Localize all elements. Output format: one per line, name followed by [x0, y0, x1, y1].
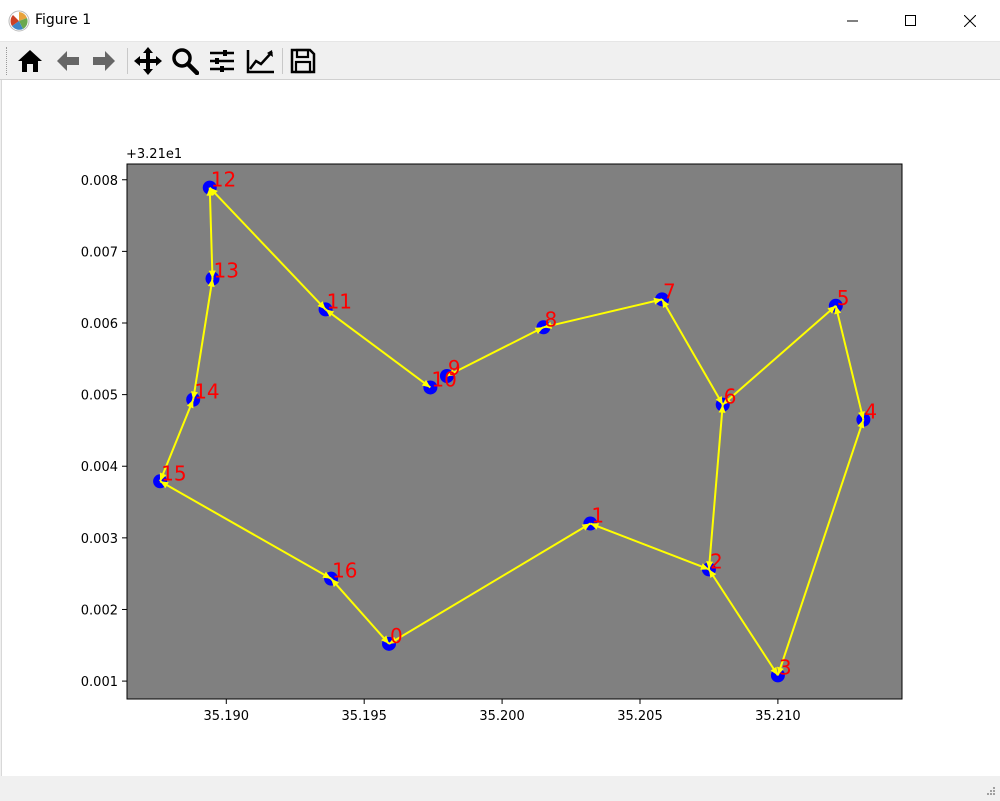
route-arrow-3-4: [776, 419, 865, 676]
point-label-4: 4: [864, 400, 877, 424]
point-label-14: 14: [194, 380, 219, 404]
y-axis: 0.001 0.002 0.003 0.004 0.005 0.006 0.007 0.008: [81, 174, 127, 690]
edit-axis-button[interactable]: [243, 44, 277, 78]
route-arrow-12-13: [206, 187, 216, 279]
route-arrow-13-14: [190, 278, 215, 400]
plot-svg: +3.21e1 35.190 35.195 35.200 35.205 35.210 0…: [81, 147, 903, 724]
route-arrow-1-2: [589, 522, 710, 571]
arrows-layer: [159, 186, 865, 676]
point-label-8: 8: [544, 307, 557, 331]
point-label-15: 15: [161, 461, 186, 485]
point-label-7: 7: [663, 279, 676, 303]
x-tick-label: 35.195: [341, 709, 387, 724]
x-tick-label: 35.200: [479, 709, 525, 724]
minimize-button[interactable]: [824, 0, 882, 42]
point-label-11: 11: [327, 289, 352, 313]
y-offset-text: +3.21e1: [126, 147, 182, 162]
y-tick-label: 0.001: [81, 675, 118, 690]
point-label-1: 1: [591, 504, 604, 528]
minimize-icon: [847, 20, 858, 22]
title-bar: Figure 1: [0, 0, 1000, 42]
route-arrow-16-0: [330, 578, 390, 645]
y-tick-label: 0.007: [81, 245, 118, 260]
route-arrow-14-15: [159, 399, 195, 482]
x-tick-label: 35.190: [204, 709, 250, 724]
pan-button[interactable]: [131, 44, 165, 78]
route-arrow-11-12: [209, 186, 327, 311]
point-label-5: 5: [837, 286, 850, 310]
status-bar: [0, 776, 1000, 801]
point-label-13: 13: [213, 259, 238, 283]
route-arrow-8-9: [446, 326, 544, 377]
toolbar-grip[interactable]: [6, 47, 10, 75]
forward-button[interactable]: [87, 44, 121, 78]
close-button[interactable]: [941, 0, 999, 42]
configure-subplots-icon: [210, 50, 234, 72]
y-tick-label: 0.008: [81, 174, 118, 189]
route-arrow-2-3: [708, 568, 779, 676]
x-tick-label: 35.210: [755, 709, 801, 724]
forward-icon: [93, 51, 115, 71]
maximize-button[interactable]: [882, 0, 940, 42]
route-arrow-15-16: [159, 480, 332, 580]
zoom-icon: [172, 48, 199, 75]
save-button[interactable]: [286, 44, 320, 78]
y-tick-label: 0.002: [81, 603, 118, 618]
route-arrow-0-1: [388, 522, 591, 645]
navigation-toolbar: [0, 42, 1000, 80]
home-icon: [18, 50, 42, 72]
pan-icon: [134, 47, 162, 75]
point-label-6: 6: [724, 385, 737, 409]
axes-background: [126, 163, 903, 700]
home-button[interactable]: [13, 44, 47, 78]
route-arrow-7-8: [543, 297, 663, 329]
save-icon: [290, 48, 316, 74]
route-arrow-4-5: [834, 305, 865, 420]
toolbar-separator: [282, 48, 283, 74]
configure-subplots-button[interactable]: [205, 44, 239, 78]
x-tick-label: 35.205: [617, 709, 663, 724]
y-tick-label: 0.003: [81, 532, 118, 547]
resize-grip-icon[interactable]: [984, 786, 996, 798]
close-icon: [964, 15, 976, 27]
zoom-button[interactable]: [168, 44, 202, 78]
edit-axis-icon: [246, 50, 274, 74]
back-icon: [57, 51, 79, 71]
toolbar-separator: [127, 48, 128, 74]
point-label-2: 2: [710, 549, 723, 573]
route-arrow-5-6: [722, 305, 837, 406]
matplotlib-app-icon: [8, 10, 30, 32]
point-label-10: 10: [431, 367, 456, 391]
point-label-16: 16: [332, 559, 357, 583]
y-tick-label: 0.006: [81, 317, 118, 332]
x-axis: 35.190 35.195 35.200 35.205 35.210: [204, 699, 801, 724]
maximize-icon: [905, 15, 916, 26]
route-arrow-6-7: [661, 298, 724, 406]
figure-canvas[interactable]: +3.21e1 35.190 35.195 35.200 35.205 35.210 0…: [1, 80, 1000, 776]
back-button[interactable]: [51, 44, 85, 78]
point-label-3: 3: [779, 655, 792, 679]
point-label-0: 0: [390, 624, 403, 648]
point-label-12: 12: [211, 168, 236, 192]
window-title: Figure 1: [35, 12, 92, 28]
point-label-9: 9: [448, 356, 461, 380]
route-arrow-6-2: [706, 404, 726, 570]
route-arrow-10-11: [324, 308, 431, 389]
y-tick-label: 0.004: [81, 460, 118, 475]
y-tick-label: 0.005: [81, 389, 118, 404]
